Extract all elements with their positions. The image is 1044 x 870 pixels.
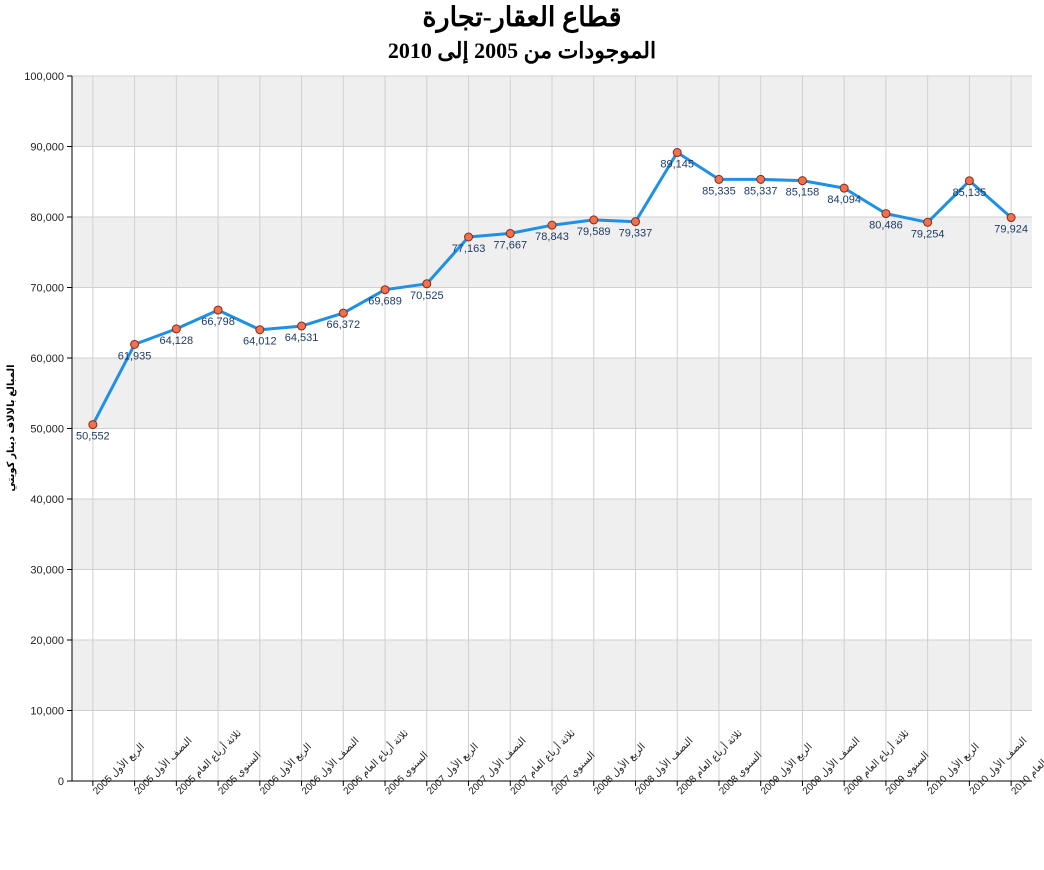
data-label: 84,094	[827, 194, 861, 206]
y-tick-label: 40,000	[30, 494, 64, 506]
data-point	[756, 174, 766, 184]
x-tick-label: ثلاثة أرباع العام 2010	[1008, 726, 1044, 797]
data-label: 89,145	[660, 159, 694, 171]
x-tick-label: السنوي 2005	[216, 750, 263, 797]
data-label: 66,372	[326, 319, 360, 331]
y-tick-label: 30,000	[30, 565, 64, 577]
data-label: 61,935	[118, 350, 152, 362]
y-tick-labels: 0 10,000 20,000 30,000 40,000 50,000 60,000 70,…	[24, 71, 72, 788]
data-point	[923, 217, 933, 227]
data-point	[171, 324, 181, 334]
data-label: 79,254	[911, 228, 945, 240]
y-tick-label: 10,000	[30, 706, 64, 718]
x-tick-label: السنوي 2007	[550, 750, 597, 797]
chart-title: قطاع العقار-تجارة	[422, 2, 622, 32]
data-label: 79,924	[994, 224, 1028, 236]
data-point	[1006, 213, 1016, 223]
data-point	[464, 232, 474, 242]
data-label: 78,843	[535, 231, 569, 243]
data-point	[297, 321, 307, 331]
data-point	[422, 279, 432, 289]
data-label: 64,012	[243, 336, 277, 348]
data-label: 77,667	[493, 239, 527, 251]
y-tick-label: 80,000	[30, 212, 64, 224]
data-markers	[88, 148, 1016, 430]
data-label: 85,135	[953, 187, 987, 199]
data-point	[839, 183, 849, 193]
data-labels: 50,552 61,935 64,128 66,798 64,012 64,531 66,3…	[76, 159, 1028, 443]
data-label: 77,163	[452, 243, 486, 255]
data-label: 70,525	[410, 290, 444, 302]
data-point	[672, 148, 682, 158]
y-tick-label: 0	[58, 776, 64, 788]
x-tick-label: السنوي 2009	[884, 750, 931, 797]
x-tick-label: السنوي 2006	[383, 750, 430, 797]
data-label: 85,335	[702, 185, 736, 197]
data-label: 79,337	[619, 228, 653, 240]
data-point	[964, 176, 974, 186]
data-point	[380, 285, 390, 295]
data-label: 79,589	[577, 226, 611, 238]
data-point	[130, 339, 140, 349]
data-point	[88, 420, 98, 430]
data-point	[589, 215, 599, 225]
y-axis-title: المبالغ بالالاف دينار كويتي	[6, 364, 17, 491]
data-label: 85,158	[786, 187, 820, 199]
y-tick-label: 50,000	[30, 424, 64, 436]
data-label: 66,798	[201, 316, 235, 328]
data-point	[714, 174, 724, 184]
chart-subtitle: الموجودات من 2005 إلى 2010	[387, 38, 657, 63]
x-tick-label: السنوي 2008	[717, 750, 764, 797]
data-point	[338, 308, 348, 318]
data-label: 80,486	[869, 220, 903, 232]
data-label: 69,689	[368, 296, 402, 308]
data-point	[255, 325, 265, 335]
data-point	[797, 176, 807, 186]
y-tick-label: 20,000	[30, 635, 64, 647]
y-tick-label: 90,000	[30, 142, 64, 154]
y-tick-label: 60,000	[30, 353, 64, 365]
data-point	[881, 209, 891, 219]
y-tick-label: 100,000	[24, 71, 64, 83]
y-tick-label: 70,000	[30, 283, 64, 295]
data-point	[547, 220, 557, 230]
data-label: 64,531	[285, 332, 319, 344]
data-label: 85,337	[744, 185, 778, 197]
data-label: 50,552	[76, 431, 110, 443]
data-point	[505, 228, 515, 238]
data-point	[213, 305, 223, 315]
data-point	[630, 217, 640, 227]
data-label: 64,128	[160, 335, 194, 347]
